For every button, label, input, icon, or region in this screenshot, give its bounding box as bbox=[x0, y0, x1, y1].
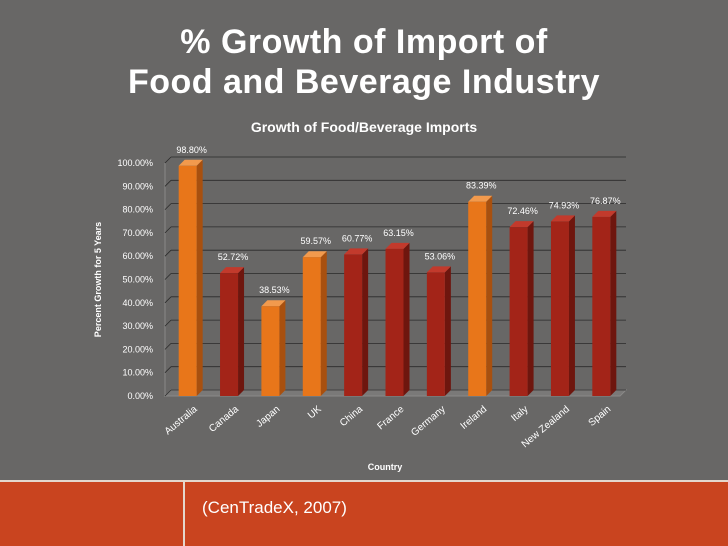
y-tick-label: 100.00% bbox=[117, 158, 153, 168]
bar bbox=[550, 221, 569, 396]
x-tick-label: Spain bbox=[587, 404, 614, 429]
bar bbox=[426, 272, 445, 396]
bar-side bbox=[196, 159, 203, 396]
footer-band bbox=[0, 482, 728, 546]
bar-top bbox=[178, 159, 203, 166]
gridline-depth bbox=[164, 389, 172, 397]
bar-side bbox=[238, 267, 245, 396]
bar-value-label: 83.39% bbox=[466, 181, 497, 191]
y-tick-label: 80.00% bbox=[122, 205, 153, 215]
gridline-depth bbox=[164, 180, 172, 187]
bar bbox=[178, 165, 197, 396]
bar-value-label: 76.87% bbox=[590, 196, 621, 206]
x-tick-label: Japan bbox=[254, 404, 282, 430]
slide-title: % Growth of Import of Food and Beverage … bbox=[0, 22, 728, 102]
bar bbox=[261, 306, 280, 396]
x-tick-label: Australia bbox=[163, 404, 200, 438]
bar-value-label: 60.77% bbox=[342, 233, 373, 243]
bar-top bbox=[509, 221, 534, 228]
bar-side bbox=[362, 248, 369, 396]
citation: (CenTradeX, 2007) bbox=[202, 498, 347, 517]
bar-chart: 0.00% 10.00% 20.00% 30.00% 40.00% 50.00% 60.00… bbox=[93, 119, 628, 472]
bar bbox=[302, 257, 321, 396]
bar-top bbox=[302, 251, 327, 258]
bar-top bbox=[385, 242, 410, 249]
bar bbox=[592, 216, 611, 396]
y-tick-label: 40.00% bbox=[122, 298, 153, 308]
y-tick-label: 0.00% bbox=[127, 391, 153, 401]
bar-value-label: 52.72% bbox=[218, 252, 249, 262]
gridline-depth bbox=[164, 156, 172, 164]
y-tick-label: 70.00% bbox=[122, 228, 153, 238]
bar-value-label: 98.80% bbox=[176, 145, 207, 155]
bar-side bbox=[486, 195, 493, 396]
bar bbox=[344, 254, 363, 396]
bar-top bbox=[426, 266, 451, 273]
bar-side bbox=[527, 221, 534, 396]
bar-top bbox=[592, 210, 617, 217]
bar-top bbox=[261, 300, 286, 307]
gridline-depth bbox=[164, 249, 172, 257]
bar-top bbox=[344, 248, 369, 255]
bar-side bbox=[568, 215, 575, 396]
gridline-depth bbox=[164, 296, 172, 304]
gridline-depth bbox=[164, 319, 172, 327]
gridline-depth bbox=[164, 366, 172, 373]
x-tick-label: Ireland bbox=[459, 404, 489, 432]
bar-value-label: 63.15% bbox=[383, 228, 414, 238]
bar bbox=[220, 273, 239, 396]
bar-top bbox=[550, 215, 575, 222]
bar-value-label: 72.46% bbox=[507, 206, 538, 216]
bar bbox=[468, 201, 487, 396]
bar-value-label: 59.57% bbox=[301, 236, 332, 246]
gridline-depth bbox=[164, 273, 172, 280]
y-axis-label: Percent Growth for 5 Years bbox=[93, 222, 103, 337]
x-tick-label: China bbox=[338, 404, 365, 430]
y-tick-label: 30.00% bbox=[122, 321, 153, 331]
y-tick-label: 10.00% bbox=[122, 368, 153, 378]
gridline-depth bbox=[164, 343, 172, 350]
slide-title-line-2: Food and Beverage Industry bbox=[127, 63, 601, 101]
x-tick-label: Canada bbox=[207, 404, 241, 435]
bar-side bbox=[610, 210, 617, 396]
bar-top bbox=[468, 195, 493, 202]
bar-side bbox=[444, 266, 451, 396]
y-tick-label: 90.00% bbox=[122, 181, 153, 191]
bar bbox=[385, 248, 404, 396]
y-tick-label: 50.00% bbox=[122, 275, 153, 285]
bar-side bbox=[403, 242, 410, 396]
bar-value-label: 38.53% bbox=[259, 285, 290, 295]
bar-side bbox=[320, 251, 327, 396]
bar-top bbox=[220, 267, 245, 274]
bar-value-label: 53.06% bbox=[425, 251, 456, 261]
gridline-depth bbox=[164, 203, 172, 210]
x-tick-label: UK bbox=[306, 404, 324, 422]
footer-divider bbox=[183, 482, 185, 546]
bar-value-label: 74.93% bbox=[549, 200, 580, 210]
chart-title: Growth of Food/Beverage Imports bbox=[251, 119, 478, 135]
gridline-depth bbox=[164, 226, 172, 234]
x-axis-label: Country bbox=[368, 462, 403, 472]
x-tick-label: Germany bbox=[409, 404, 448, 439]
bar-side bbox=[279, 300, 286, 396]
slide-title-line-1: % Growth of Import of bbox=[180, 23, 548, 61]
y-tick-label: 60.00% bbox=[122, 251, 153, 261]
y-tick-label: 20.00% bbox=[122, 344, 153, 354]
x-tick-label: France bbox=[376, 404, 407, 433]
bar bbox=[509, 227, 528, 396]
footer-separator bbox=[0, 480, 728, 482]
x-tick-label: Italy bbox=[509, 404, 530, 424]
